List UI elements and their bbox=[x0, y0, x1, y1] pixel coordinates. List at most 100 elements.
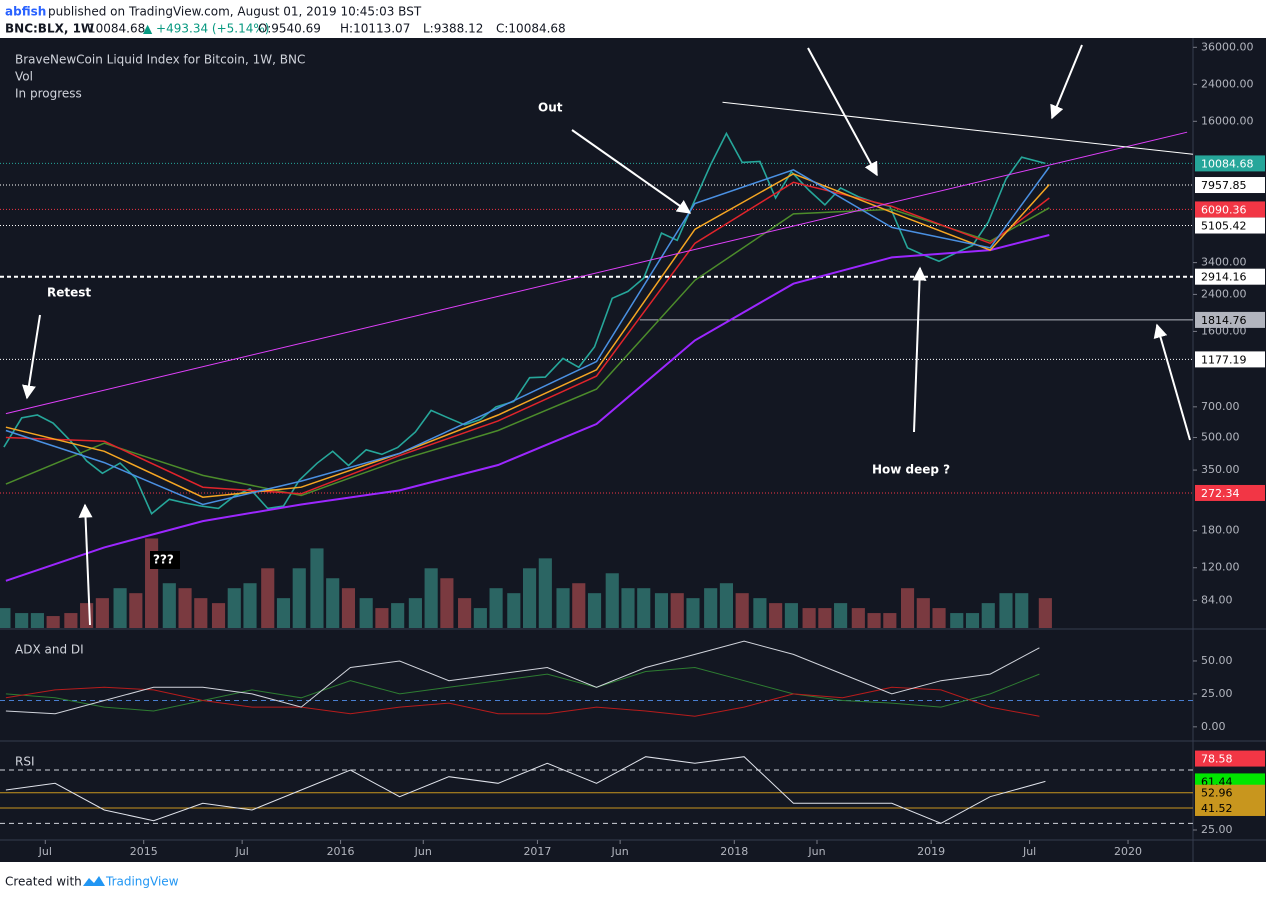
volume-bar bbox=[916, 598, 930, 628]
volume-bar bbox=[932, 608, 946, 628]
footer-brand: TradingView bbox=[105, 875, 179, 889]
volume-bar bbox=[587, 593, 602, 628]
price-tag bbox=[1195, 351, 1265, 368]
price-tag-label: 10084.68 bbox=[1201, 157, 1254, 170]
x-tick-label: 2020 bbox=[1114, 845, 1142, 858]
x-tick-label: Jul bbox=[235, 845, 249, 858]
price-tag-label: 6090.36 bbox=[1201, 203, 1247, 216]
plot: BraveNewCoin Liquid Index for Bitcoin, 1… bbox=[0, 40, 1265, 858]
price-tag-label: 272.34 bbox=[1201, 487, 1240, 500]
change: ▲ +493.34 (+5.14%) bbox=[143, 22, 269, 36]
x-tick-label: Jun bbox=[807, 845, 825, 858]
volume-bar bbox=[1038, 598, 1052, 628]
price-tag bbox=[1195, 799, 1265, 816]
series-line bbox=[722, 101, 1194, 155]
x-tick-label: Jul bbox=[38, 845, 52, 858]
pane-subtitle: In progress bbox=[15, 87, 82, 101]
price-tag-label: 52.96 bbox=[1201, 787, 1233, 800]
pane-title: RSI bbox=[15, 755, 35, 769]
volume-bar bbox=[965, 613, 980, 628]
y-tick-label: 24000.00 bbox=[1201, 77, 1254, 90]
annotation: ??? bbox=[153, 553, 174, 567]
arrows bbox=[22, 44, 1191, 626]
series-line bbox=[5, 172, 1050, 498]
annotation: How deep ? bbox=[872, 463, 950, 477]
footer-text: Created with bbox=[5, 875, 82, 889]
volume-bar bbox=[769, 603, 783, 628]
series-line bbox=[5, 207, 1050, 497]
x-tick-label: 2019 bbox=[917, 845, 945, 858]
volume-bar bbox=[784, 603, 798, 628]
volume-bar bbox=[522, 568, 537, 628]
volume-bar bbox=[408, 598, 422, 628]
volume-bar bbox=[310, 548, 324, 628]
y-tick-label: 84.00 bbox=[1201, 593, 1233, 606]
volume-bar bbox=[605, 573, 619, 628]
y-tick-label: 0.00 bbox=[1201, 720, 1226, 733]
volume-bar bbox=[753, 598, 767, 628]
last-price: 10084.68 bbox=[88, 22, 145, 36]
x-tick-label: Jul bbox=[1022, 845, 1036, 858]
y-tick-label: 16000.00 bbox=[1201, 114, 1254, 127]
x-tick-label: Jun bbox=[611, 845, 629, 858]
price-tag bbox=[1195, 155, 1265, 172]
y-tick-label: 350.00 bbox=[1201, 463, 1240, 476]
series-line bbox=[5, 234, 1050, 582]
volume-bar bbox=[0, 608, 11, 628]
y-tick-label: 50.00 bbox=[1201, 654, 1233, 667]
volume-bar bbox=[834, 603, 848, 628]
price-tag-label: 1814.76 bbox=[1201, 314, 1247, 327]
published: published on TradingView.com, August 01,… bbox=[48, 5, 422, 19]
volume-bar bbox=[227, 588, 241, 628]
price-tag-label: 78.58 bbox=[1201, 753, 1233, 766]
chart-background bbox=[0, 38, 1266, 862]
volume-bar bbox=[211, 603, 226, 628]
volume-bar bbox=[851, 608, 865, 628]
volume-bar bbox=[80, 603, 94, 628]
volume-bar bbox=[424, 568, 438, 628]
logo bbox=[83, 876, 105, 886]
price-tag-label: 5105.42 bbox=[1201, 220, 1247, 233]
volume-bar bbox=[458, 598, 472, 628]
volume-bar bbox=[1015, 593, 1029, 628]
volume-bar bbox=[292, 568, 306, 628]
price-tag bbox=[1195, 177, 1265, 194]
volume-bar bbox=[538, 558, 552, 628]
volume-bar bbox=[719, 583, 733, 628]
series-line bbox=[5, 686, 1040, 717]
volume-bar bbox=[999, 593, 1013, 628]
annotation-box bbox=[150, 551, 180, 569]
volume-bar bbox=[162, 583, 176, 628]
price-tag-label: 7957.85 bbox=[1201, 179, 1247, 192]
y-tick-label: 3400.00 bbox=[1201, 256, 1247, 269]
annotation: Out bbox=[538, 101, 563, 115]
volume-bar bbox=[113, 588, 127, 628]
price-tag bbox=[1195, 750, 1265, 767]
volume-bar bbox=[637, 588, 651, 628]
volume-bar bbox=[883, 613, 897, 628]
price-tag bbox=[1195, 484, 1265, 501]
volume-bar bbox=[276, 598, 291, 628]
volume-bar bbox=[489, 588, 503, 628]
x-tick-label: 2015 bbox=[130, 845, 158, 858]
y-tick-label: 25.00 bbox=[1201, 823, 1233, 836]
y-tick-label: 700.00 bbox=[1201, 400, 1240, 413]
price-tag-label: 1177.19 bbox=[1201, 353, 1247, 366]
series-line bbox=[5, 640, 1040, 715]
volume-bar bbox=[981, 603, 995, 628]
volume-bar bbox=[867, 613, 881, 628]
ohlc: L:9388.12 bbox=[423, 22, 483, 36]
annotation-box bbox=[42, 284, 90, 302]
volume-bar bbox=[243, 583, 257, 628]
volume-bar bbox=[30, 613, 44, 628]
volume-bar bbox=[621, 588, 635, 628]
volume-bar bbox=[686, 598, 700, 628]
x-tick-label: Jun bbox=[414, 845, 432, 858]
y-tick-label: 180.00 bbox=[1201, 524, 1240, 537]
volume-bar bbox=[261, 568, 275, 628]
series-line bbox=[5, 756, 1046, 824]
volume-bar bbox=[178, 588, 192, 628]
y-tick-label: 120.00 bbox=[1201, 561, 1240, 574]
